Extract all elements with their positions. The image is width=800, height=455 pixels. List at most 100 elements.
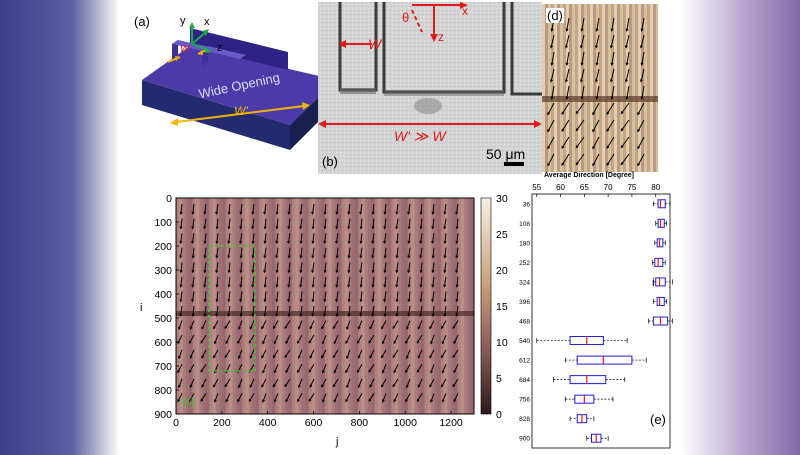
vector-arrow [263,203,267,214]
vector-arrowhead [369,355,373,359]
vector-arrowhead [392,325,396,330]
zoomed-stripe [599,4,603,172]
vector-arrowhead [395,313,399,317]
heatmap-stripe [278,198,283,414]
vector-arrow [322,334,327,344]
vector-arrowhead [284,325,288,329]
vector-arrow [348,247,351,258]
vector-arrow [357,393,363,402]
vector-arrowhead [237,340,240,345]
vector-arrow [357,364,363,373]
vector-arrow [261,349,267,358]
heatmap-stripe [368,198,372,414]
heatmap-stripe [275,198,279,414]
vector-arrowhead [431,284,435,288]
vector-arrowhead [332,355,336,359]
vector-arrow [347,276,351,287]
vector-arrow [456,305,459,316]
vector-arrow [596,51,600,65]
colorbar-tick-label: 20 [496,265,508,277]
vector-arrow [550,68,555,82]
vector-arrowhead [455,269,459,274]
vector-arrowhead [419,270,423,274]
vector-arrow [453,334,459,344]
vector-arrow [456,247,459,258]
vector-arrow [312,218,315,229]
vector-arrowhead [407,255,411,259]
vector-arrowhead [191,255,195,259]
vector-arrow [298,320,303,330]
vector-arrowhead [347,255,351,259]
vector-arrow [336,305,339,316]
box-iqr [569,375,607,385]
vector-arrow [215,203,219,214]
vector-arrow [637,136,645,149]
vector-arrowhead [407,284,411,288]
vector-arrowhead [239,313,243,317]
vector-arrow [453,393,459,402]
vector-arrow [324,291,327,302]
panel-b-micrograph: θ x z W W' ≫ W (b) 50 μm [318,2,658,174]
vector-arrow [429,349,435,358]
vector-arrow [275,247,279,258]
vector-arrow [347,218,351,229]
vector-arrowhead [455,255,459,259]
vector-arrowhead [561,145,565,149]
vector-arrow [626,51,630,65]
vector-arrowhead [371,255,375,259]
vector-arrow [189,364,195,373]
vector-arrowhead [595,45,598,49]
box-iqr [657,218,665,228]
vector-arrowhead [346,385,349,389]
vector-arrowhead [272,384,276,388]
vector-arrow [262,393,267,403]
vector-arrowhead [203,299,207,303]
vector-arrowhead [335,313,339,317]
heatmap-stripe [285,198,289,414]
vector-arrow [620,119,630,131]
heatmap-stripe [235,198,240,414]
heatmap-stripe [454,198,458,414]
vector-arrowhead [191,226,195,230]
vector-arrow [335,233,339,244]
vector-arrowhead [606,162,610,166]
zoomed-stripe [566,4,570,172]
vector-arrowhead [262,341,265,345]
vector-arrowhead [262,370,265,374]
vector-arrow [348,262,351,273]
vector-arrow [372,276,375,287]
vector-arrow [592,136,600,149]
vector-arrowhead [200,398,204,402]
vector-arrow [264,218,267,229]
vector-arrowhead [251,299,255,303]
vector-arrow [204,305,207,316]
zoomed-stripe [647,4,651,172]
vector-arrowhead [359,313,363,317]
vector-arrow [442,364,447,373]
vector-arrowhead [179,255,183,259]
vector-arrow [239,291,243,302]
vector-arrowhead [275,226,279,230]
vector-arrow [561,102,570,115]
vector-arrow [637,102,645,115]
vector-arrowhead [359,284,363,288]
box-category-label: 612 [519,358,530,365]
panel-a-schematic: (a) y x z W Wide Opening W' [118,0,336,175]
vector-arrow [595,68,600,82]
vector-arrowhead [201,355,205,359]
zoomed-stripe [548,4,552,172]
vector-arrow [547,119,555,132]
vector-arrowhead [239,255,243,259]
vector-arrow [442,393,447,402]
vector-arrowhead [262,399,265,403]
vector-arrow [273,349,279,358]
heatmap-stripe [430,198,435,414]
vector-arrow [393,334,399,344]
vector-arrowhead [249,326,253,330]
heatmap-stripe [228,198,233,414]
z-axis-arrow [191,43,209,51]
boxplot-ylabel: i [652,275,655,289]
colorbar [480,197,492,415]
vector-arrow [336,218,339,229]
inset-label: (c) [182,396,195,408]
